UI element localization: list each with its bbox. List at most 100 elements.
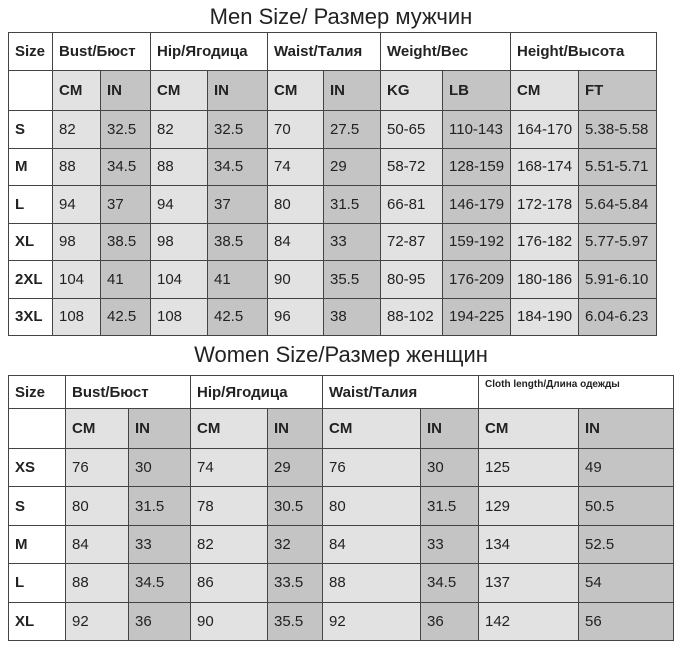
value-cell: 104 <box>150 260 208 299</box>
value-cell: 54 <box>578 563 674 603</box>
size-cell: XS <box>8 447 66 488</box>
value-cell: 34.5 <box>100 147 151 186</box>
value-cell: 88 <box>322 563 421 603</box>
men-title: Men Size/ Размер мужчин <box>209 4 473 29</box>
value-cell: 92 <box>65 601 129 641</box>
value-cell: 74 <box>190 447 268 488</box>
value-cell: 76 <box>322 447 421 488</box>
unit-cell: CM <box>150 70 208 111</box>
header-cell: Weight/Вес <box>380 32 511 71</box>
value-cell: 80-95 <box>380 260 443 299</box>
header-cell: Size <box>8 32 53 71</box>
value-cell: 84 <box>65 524 129 565</box>
unit-cell: IN <box>100 70 151 111</box>
value-cell: 30 <box>128 447 191 488</box>
value-cell: 38.5 <box>207 222 268 261</box>
size-cell: L <box>8 563 66 603</box>
value-cell: 96 <box>267 297 324 336</box>
size-cell: XL <box>8 601 66 641</box>
value-cell: 74 <box>267 147 324 186</box>
value-cell: 41 <box>207 260 268 299</box>
value-cell: 5.77-5.97 <box>577 222 658 261</box>
value-cell: 110-143 <box>442 110 511 149</box>
value-cell: 84 <box>267 222 324 261</box>
value-cell: 180-186 <box>510 260 579 299</box>
size-cell: 2XL <box>8 260 53 299</box>
value-cell: 38 <box>323 297 381 336</box>
value-cell: 78 <box>190 486 268 526</box>
value-cell: 29 <box>267 447 323 488</box>
unit-cell: LB <box>442 70 511 111</box>
value-cell: 98 <box>150 222 208 261</box>
value-cell: 72-87 <box>380 222 443 261</box>
value-cell: 164-170 <box>510 110 579 149</box>
value-cell: 92 <box>322 601 421 641</box>
value-cell: 66-81 <box>380 185 443 224</box>
value-cell: 98 <box>52 222 101 261</box>
women-title: Women Size/Размер женщин <box>194 342 488 367</box>
value-cell: 42.5 <box>100 297 151 336</box>
unit-cell: CM <box>52 70 101 111</box>
unit-cell: CM <box>190 408 268 449</box>
unit-cell: CM <box>478 408 579 449</box>
value-cell: 35.5 <box>267 601 323 641</box>
header-cell: Size <box>8 375 66 409</box>
value-cell: 104 <box>52 260 101 299</box>
value-cell: 58-72 <box>380 147 443 186</box>
value-cell: 82 <box>52 110 101 149</box>
size-cell: L <box>8 185 53 224</box>
value-cell: 35.5 <box>323 260 381 299</box>
unit-cell: FT <box>577 70 658 111</box>
value-cell: 128-159 <box>442 147 511 186</box>
value-cell: 29 <box>323 147 381 186</box>
value-cell: 6.04-6.23 <box>577 297 658 336</box>
value-cell: 168-174 <box>510 147 579 186</box>
value-cell: 5.51-5.71 <box>577 147 658 186</box>
value-cell: 5.91-6.10 <box>577 260 658 299</box>
value-cell: 37 <box>207 185 268 224</box>
value-cell: 50.5 <box>578 486 674 526</box>
unit-cell: IN <box>267 408 323 449</box>
value-cell: 33 <box>128 524 191 565</box>
value-cell: 27.5 <box>323 110 381 149</box>
value-cell: 31.5 <box>420 486 479 526</box>
value-cell: 34.5 <box>420 563 479 603</box>
unit-cell: IN <box>323 70 381 111</box>
value-cell: 88 <box>65 563 129 603</box>
value-cell: 76 <box>65 447 129 488</box>
value-cell: 33 <box>420 524 479 565</box>
value-cell: 80 <box>267 185 324 224</box>
value-cell: 82 <box>150 110 208 149</box>
value-cell: 56 <box>578 601 674 641</box>
value-cell: 134 <box>478 524 579 565</box>
value-cell: 90 <box>190 601 268 641</box>
women-table: Size Bust/Бюст Hip/Ягодица Waist/Талия Cloth… <box>8 375 674 641</box>
value-cell: 172-178 <box>510 185 579 224</box>
value-cell: 176-182 <box>510 222 579 261</box>
value-cell: 31.5 <box>128 486 191 526</box>
header-cell: Bust/Бюст <box>65 375 191 409</box>
value-cell: 80 <box>322 486 421 526</box>
header-cell: Bust/Бюст <box>52 32 151 71</box>
value-cell: 31.5 <box>323 185 381 224</box>
value-cell: 34.5 <box>128 563 191 603</box>
value-cell: 32.5 <box>100 110 151 149</box>
value-cell: 86 <box>190 563 268 603</box>
unit-cell: KG <box>380 70 443 111</box>
value-cell: 80 <box>65 486 129 526</box>
value-cell: 52.5 <box>578 524 674 565</box>
value-cell: 108 <box>52 297 101 336</box>
value-cell: 159-192 <box>442 222 511 261</box>
value-cell: 32.5 <box>207 110 268 149</box>
empty-cell <box>8 408 66 449</box>
value-cell: 5.38-5.58 <box>577 110 658 149</box>
value-cell: 184-190 <box>510 297 579 336</box>
unit-cell: IN <box>578 408 674 449</box>
value-cell: 30.5 <box>267 486 323 526</box>
value-cell: 108 <box>150 297 208 336</box>
header-cell: Cloth length/Длина одежды <box>478 375 674 409</box>
unit-cell: IN <box>207 70 268 111</box>
size-cell: 3XL <box>8 297 53 336</box>
value-cell: 37 <box>100 185 151 224</box>
